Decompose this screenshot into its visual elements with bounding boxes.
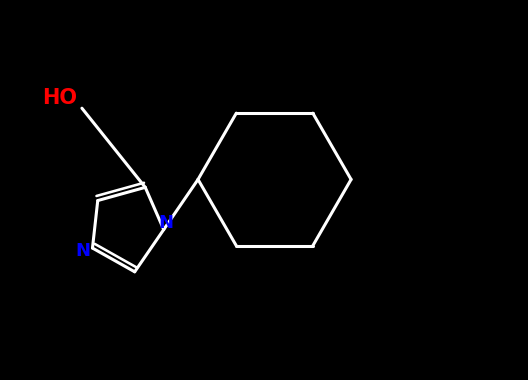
Text: HO: HO: [42, 88, 77, 108]
Text: N: N: [76, 242, 90, 260]
Text: N: N: [159, 214, 174, 232]
